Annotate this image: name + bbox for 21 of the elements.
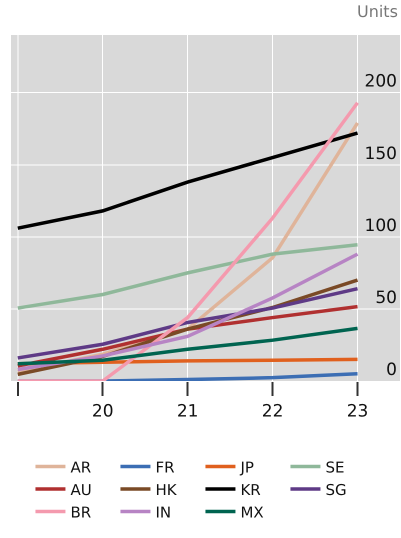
- legend-label: MX: [240, 503, 264, 522]
- y-axis-title: Units: [357, 2, 398, 21]
- legend-label: SG: [325, 480, 347, 499]
- legend-label: IN: [155, 503, 172, 522]
- legend-label: KR: [240, 480, 261, 499]
- x-tick-label: 21: [176, 401, 198, 422]
- y-tick-label: 50: [375, 288, 397, 308]
- legend-label: SE: [325, 458, 344, 476]
- legend-label: BR: [70, 503, 92, 522]
- y-tick-label: 150: [364, 144, 397, 164]
- y-tick-label: 0: [386, 360, 397, 380]
- legend-label: JP: [239, 458, 254, 476]
- y-tick-label: 100: [364, 216, 397, 236]
- x-tick-label: 23: [346, 401, 368, 422]
- legend-label: AU: [70, 480, 92, 499]
- x-tick-label: 22: [262, 401, 284, 422]
- legend-label: AR: [70, 458, 92, 476]
- legend-label: FR: [155, 458, 175, 476]
- y-tick-label: 200: [364, 72, 397, 92]
- legend-label: HK: [155, 480, 178, 499]
- x-tick-label: 20: [92, 401, 114, 422]
